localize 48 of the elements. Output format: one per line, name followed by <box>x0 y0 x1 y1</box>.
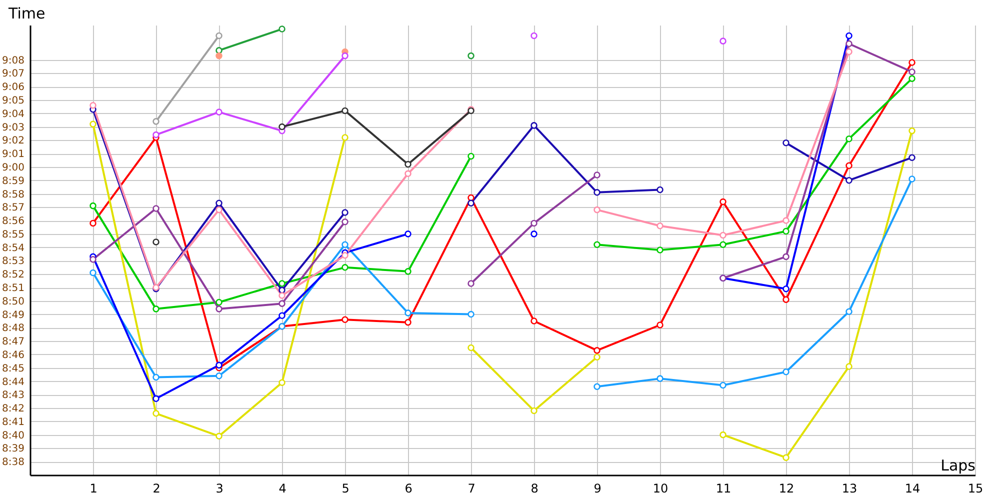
y-tick-label: 9:04 <box>2 108 24 120</box>
y-tick-label: 8:41 <box>2 416 24 428</box>
y-tick-label: 8:38 <box>2 457 24 468</box>
y-tick-label: 9:06 <box>2 82 24 94</box>
y-tick-label: 8:52 <box>2 270 24 281</box>
y-tick-label: 8:58 <box>2 189 24 200</box>
y-axis-title: Time <box>8 4 46 22</box>
y-tick-label: 8:53 <box>2 256 24 268</box>
y-tick-label: 9:02 <box>2 136 24 147</box>
y-tick-label: 9:08 <box>2 55 24 66</box>
y-tick-label: 8:48 <box>2 323 24 334</box>
x-axis-title: Laps <box>940 456 976 474</box>
x-tick-label: 15 <box>968 482 984 496</box>
y-tick-label: 8:43 <box>2 390 24 402</box>
x-tick-label: 9 <box>594 482 602 496</box>
x-tick-label: 12 <box>778 482 794 496</box>
y-tick-label: 8:46 <box>2 350 24 361</box>
y-tick-label: 9:00 <box>2 162 24 174</box>
y-tick-label: 8:55 <box>2 229 24 240</box>
y-tick-label: 8:51 <box>2 283 24 294</box>
y-tick-label: 8:42 <box>2 404 24 415</box>
y-tick-label: 9:07 <box>2 68 24 80</box>
x-tick-label: 3 <box>216 482 224 496</box>
x-tick-label: 2 <box>152 482 160 496</box>
y-tick-label: 8:49 <box>2 310 24 321</box>
x-tick-label: 5 <box>342 482 350 496</box>
y-tick-label: 8:54 <box>2 242 24 254</box>
y-tick-label: 8:39 <box>2 444 24 455</box>
y-tick-label: 8:50 <box>2 296 24 308</box>
x-tick-label: 8 <box>530 482 538 496</box>
y-tick-label: 8:44 <box>2 376 24 388</box>
y-tick-label: 8:59 <box>2 176 24 187</box>
y-tick-label: 9:01 <box>2 149 24 160</box>
y-tick-label: 8:47 <box>2 336 24 348</box>
x-tick-label: 11 <box>716 482 732 496</box>
x-tick-label: 4 <box>278 482 286 496</box>
y-tick-label: 8:56 <box>2 216 24 228</box>
x-tick-label: 14 <box>904 482 920 496</box>
y-tick-label: 8:45 <box>2 363 24 374</box>
x-tick-label: 13 <box>842 482 858 496</box>
x-tick-label: 7 <box>468 482 476 496</box>
y-tick-label: 8:40 <box>2 430 24 442</box>
y-tick-label: 9:03 <box>2 122 24 134</box>
x-tick-label: 10 <box>652 482 668 496</box>
y-tick-label: 9:05 <box>2 96 24 106</box>
x-tick-label: 6 <box>404 482 412 496</box>
y-tick-label: 8:57 <box>2 202 24 214</box>
x-tick-label: 1 <box>90 482 98 496</box>
